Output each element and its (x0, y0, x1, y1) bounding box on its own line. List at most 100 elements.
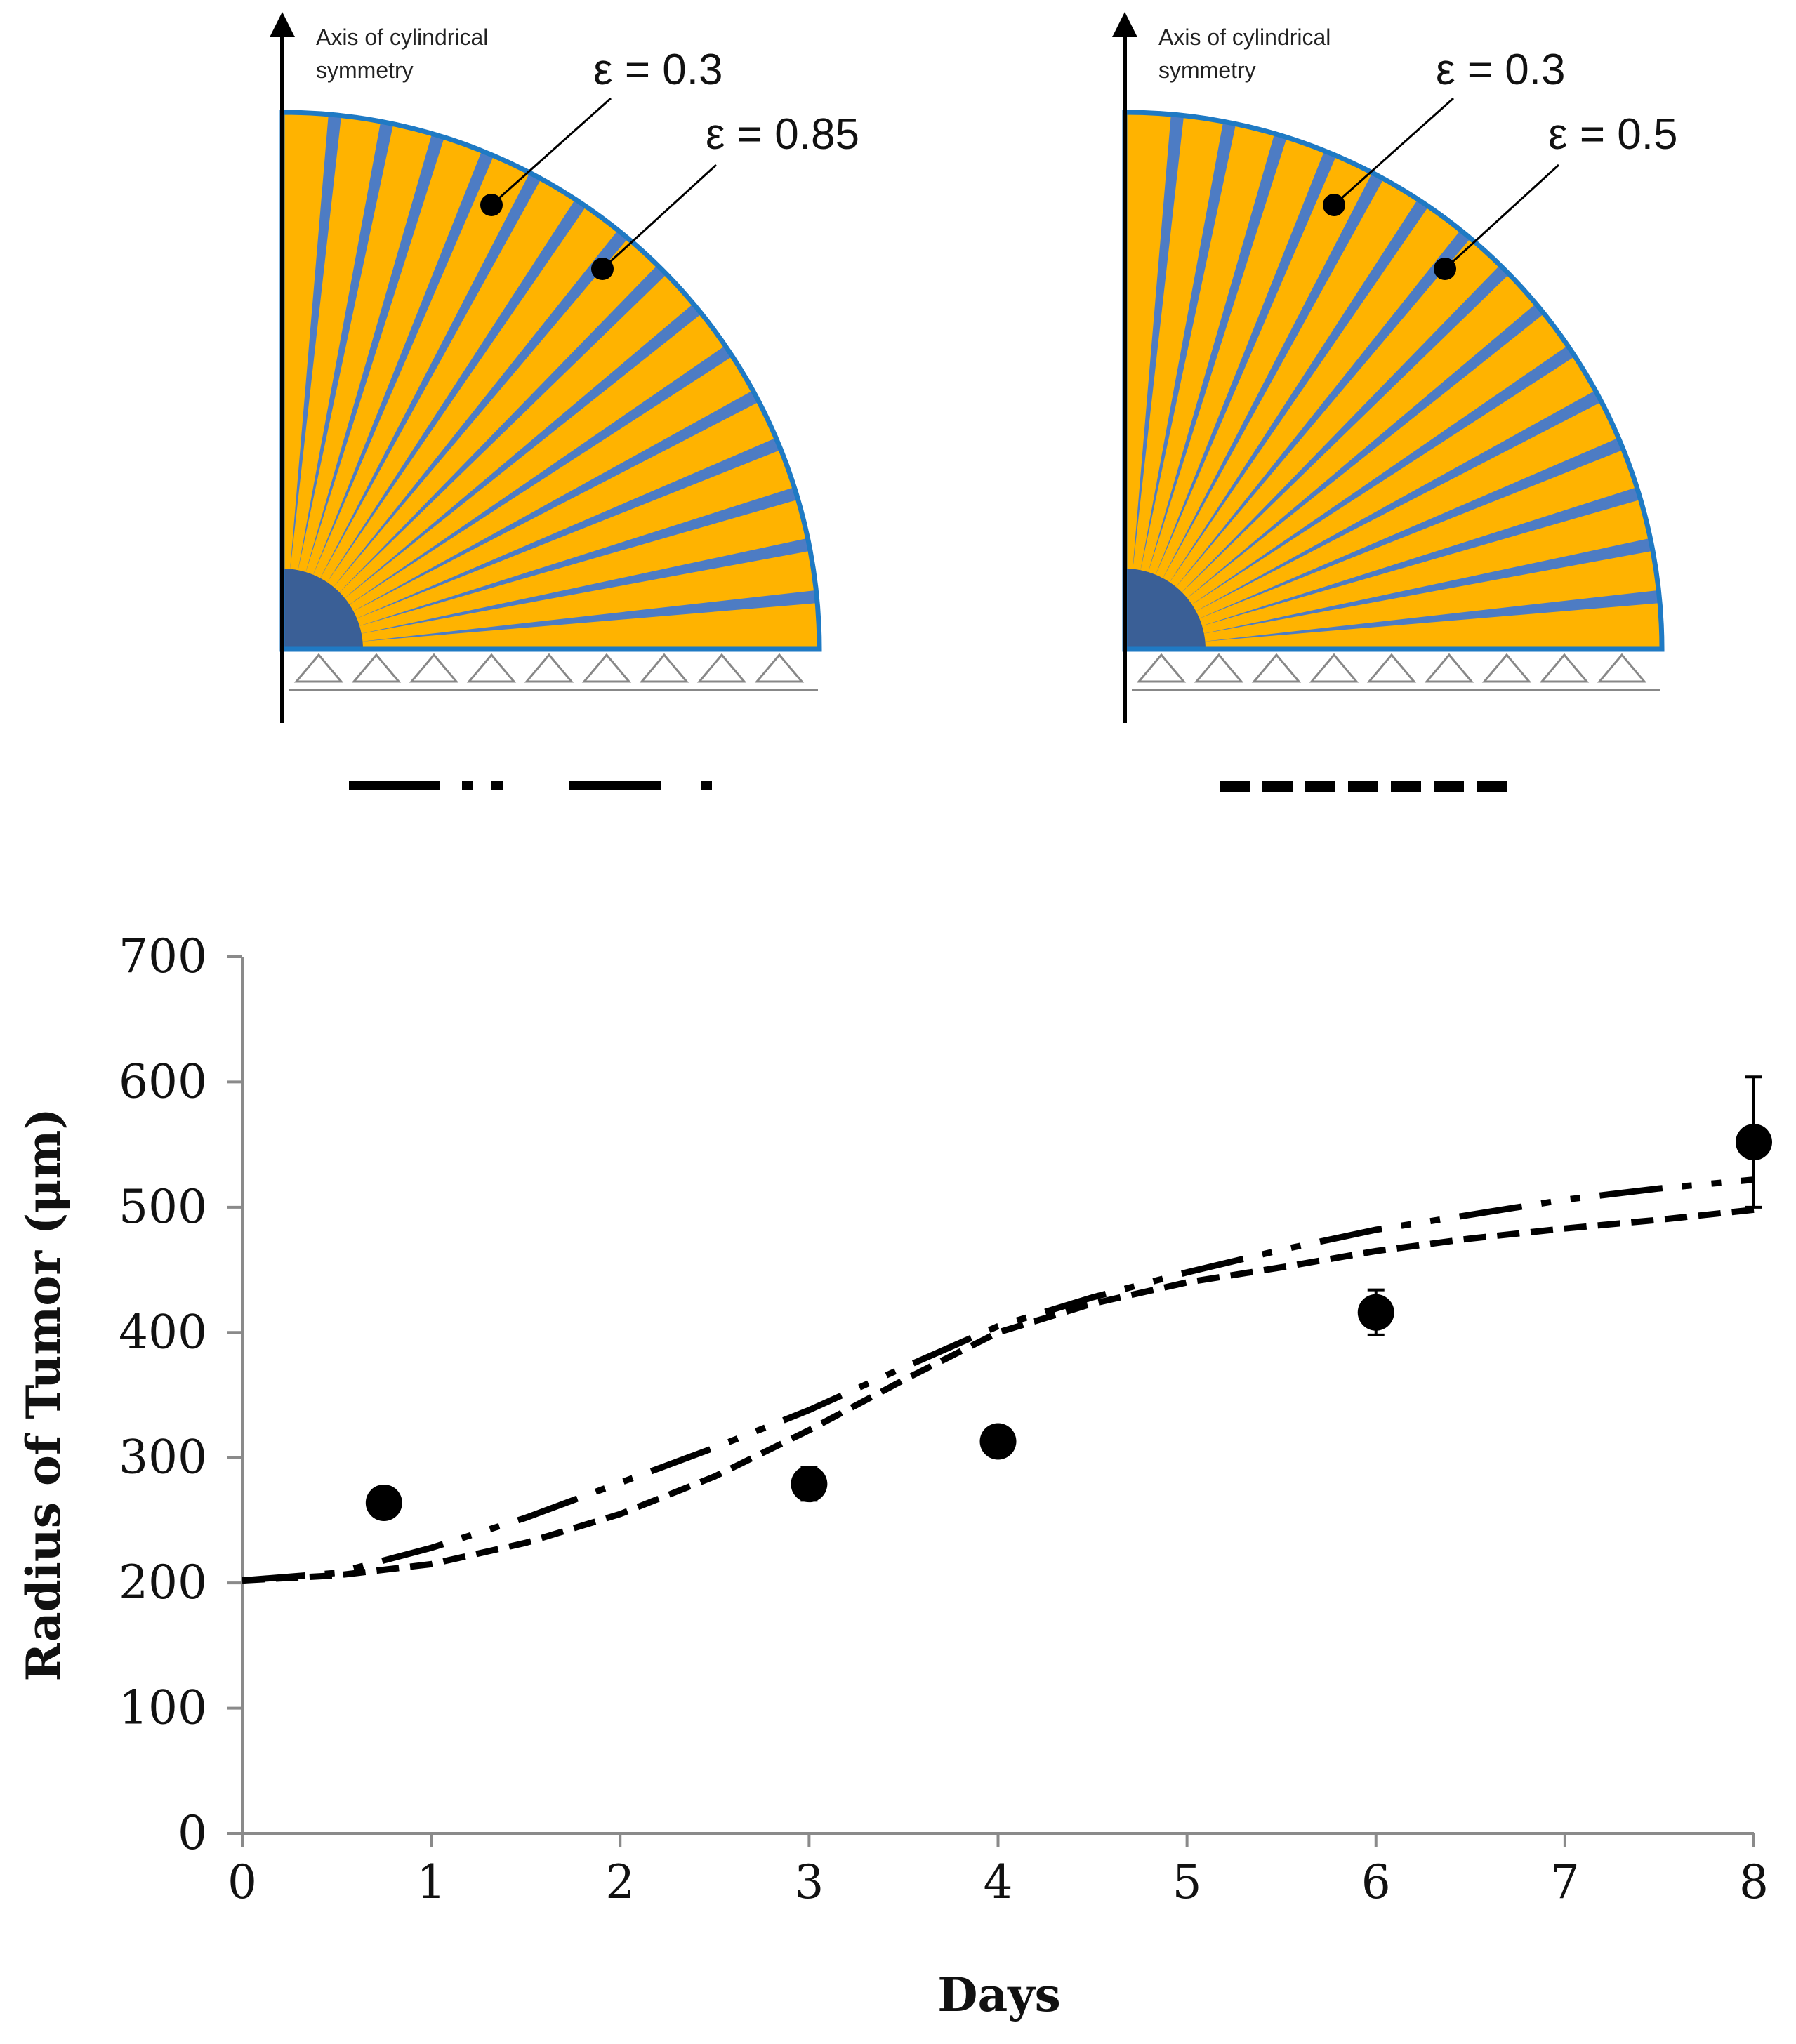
x-axis-ticks: 0 1 2 3 4 5 6 7 8 (227, 1833, 1769, 1909)
tumor-core (282, 569, 363, 649)
vascular-channel (1200, 538, 1653, 635)
x-tick-label: 4 (984, 1855, 1013, 1909)
y-tick-label: 300 (119, 1431, 207, 1485)
vascular-channel (346, 345, 733, 606)
y-tick-label: 0 (178, 1806, 207, 1860)
eps-outer-label: ε = 0.85 (706, 110, 859, 159)
vascular-channel (1132, 114, 1184, 573)
roller-support (639, 653, 689, 683)
diagram-right: Axis of cylindrical symmetry ε = 0.3 ε =… (1112, 12, 1678, 792)
roller-support (293, 653, 344, 683)
vascular-channel (304, 133, 444, 576)
x-tick-label: 0 (227, 1855, 257, 1909)
tumor-quarter-section (279, 109, 822, 652)
eps-outer-marker (591, 258, 614, 280)
x-tick-label: 3 (794, 1855, 824, 1909)
x-tick-label: 6 (1361, 1855, 1391, 1909)
x-tick-label: 5 (1173, 1855, 1202, 1909)
x-tick-label: 8 (1739, 1855, 1769, 1909)
roller-support (1539, 653, 1590, 683)
vascular-channel (1161, 173, 1384, 581)
eps-inner-leader (1333, 97, 1454, 206)
vascular-channel (1147, 133, 1287, 576)
eps-inner-marker (1323, 194, 1345, 216)
roller-supports (1136, 653, 1647, 683)
x-tick-label: 2 (605, 1855, 635, 1909)
roller-support (1194, 653, 1244, 683)
roller-support (1251, 653, 1302, 683)
roller-support (581, 653, 632, 683)
eps-inner-label: ε = 0.3 (1436, 46, 1566, 94)
legend-swatch-dashed (1220, 781, 1507, 792)
data-point (365, 1484, 402, 1521)
series-layer (242, 1075, 1772, 1584)
data-point (1357, 1294, 1394, 1331)
vascular-channel (356, 487, 798, 628)
vascular-channel (1179, 265, 1510, 595)
vascular-channel (289, 114, 342, 573)
vascular-channel (353, 437, 781, 620)
axis-label-line1: Axis of cylindrical (316, 25, 488, 50)
roller-support (409, 653, 459, 683)
roller-support (1424, 653, 1474, 683)
y-tick-label: 200 (119, 1555, 207, 1610)
vascular-channel (336, 265, 667, 595)
vascular-channel (1201, 590, 1660, 642)
tumor-core (1125, 569, 1206, 649)
roller-support (351, 653, 402, 683)
section-outline (279, 109, 822, 652)
vascular-channel (318, 173, 541, 581)
eps-outer-leader (601, 164, 718, 270)
vascular-channel (350, 390, 759, 613)
vascular-channel (325, 199, 586, 585)
vascular-channel (342, 303, 702, 601)
y-axis-title: Radius of Tumor (μm) (16, 1108, 71, 1681)
roller-support (696, 653, 747, 683)
y-tick-label: 700 (119, 929, 207, 983)
roller-support (1366, 653, 1417, 683)
data-point (1736, 1124, 1772, 1161)
axis-label-line1: Axis of cylindrical (1158, 25, 1331, 50)
model-curve-dash-dot-dot (242, 1176, 1755, 1584)
vascular-channel (1193, 390, 1602, 613)
vascular-channel (1173, 230, 1471, 590)
y-axis-ticks: 0 100 200 300 400 500 600 700 (119, 929, 242, 1860)
vascular-channel (312, 150, 494, 578)
axis-label-line2: symmetry (316, 58, 414, 83)
model-curve-dashed (242, 1206, 1755, 1584)
vascular-channel (1140, 121, 1236, 574)
vascular-channel (297, 121, 394, 574)
tumor-quarter-section (1122, 109, 1665, 652)
roller-support (1136, 653, 1187, 683)
eps-inner-leader (491, 97, 612, 206)
roller-support (754, 653, 805, 683)
legend-swatch-dash-dot-dot (349, 781, 712, 790)
roller-support (524, 653, 574, 683)
vascular-channel (331, 230, 628, 590)
eps-outer-marker (1434, 258, 1456, 280)
y-tick-label: 100 (119, 1681, 207, 1735)
vascular-channel (1189, 345, 1576, 606)
vascular-channel (1168, 199, 1429, 585)
data-point (979, 1423, 1017, 1460)
vascular-channel (1196, 437, 1624, 620)
eps-inner-marker (480, 194, 503, 216)
tumor-radius-chart: 0 100 200 300 400 500 600 700 0 1 2 3 4 5 6 7 8 Days Ra… (16, 929, 1772, 2022)
section-outline (1122, 109, 1665, 652)
vascular-channel (357, 538, 811, 635)
vascular-channel (359, 590, 818, 642)
eps-outer-label: ε = 0.5 (1548, 110, 1678, 159)
roller-support (1597, 653, 1647, 683)
eps-outer-leader (1444, 164, 1560, 270)
roller-support (1309, 653, 1359, 683)
roller-support (466, 653, 517, 683)
roller-support (1481, 653, 1532, 683)
roller-supports (293, 653, 805, 683)
y-tick-label: 400 (119, 1305, 207, 1359)
x-tick-label: 1 (416, 1855, 446, 1909)
y-tick-label: 600 (119, 1054, 207, 1108)
x-axis-title: Days (937, 1967, 1061, 2022)
eps-inner-label: ε = 0.3 (593, 46, 723, 94)
vascular-channel (1199, 487, 1641, 628)
